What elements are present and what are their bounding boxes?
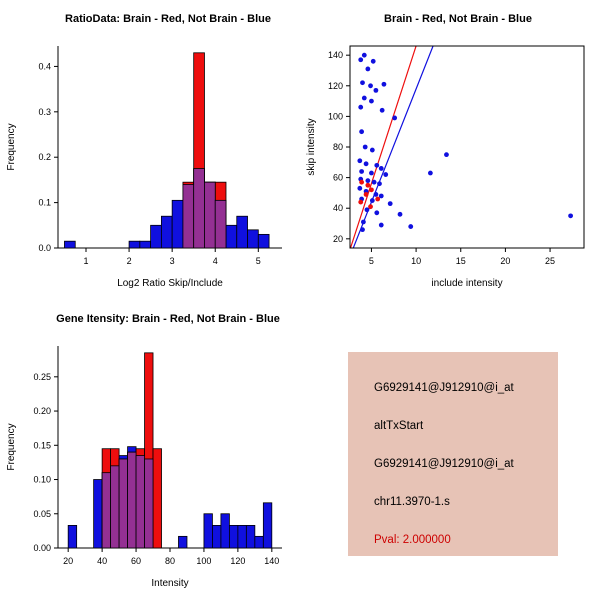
gene-intensity-histogram-title: Gene Itensity: Brain - Red, Not Brain - … xyxy=(56,313,280,325)
pval-line: Pval: 2.000000 xyxy=(374,534,451,546)
svg-text:80: 80 xyxy=(333,142,343,152)
svg-text:1: 1 xyxy=(83,256,88,266)
svg-text:10: 10 xyxy=(411,256,421,266)
panel-intensity-scatter: Brain - Red, Not Brain - Blue 5 10 15 20 25 2… xyxy=(300,0,600,300)
panel-gene-intensity-histogram: Gene Itensity: Brain - Red, Not Brain - … xyxy=(0,300,300,600)
ratio-histogram-title: RatioData: Brain - Red, Not Brain - Blue xyxy=(65,13,271,25)
svg-text:0.4: 0.4 xyxy=(38,61,51,71)
locus-line: chr11.3970-1.s xyxy=(374,496,450,508)
svg-text:0.05: 0.05 xyxy=(33,509,51,519)
gene-intensity-histogram-plot: 20 40 60 80 100 120 140 0.00 0.05 0.10 0.15 0.20 0.2… xyxy=(6,346,282,589)
svg-text:80: 80 xyxy=(165,556,175,566)
svg-text:skip intensity: skip intensity xyxy=(306,118,317,175)
svg-text:140: 140 xyxy=(328,50,343,60)
svg-text:15: 15 xyxy=(456,256,466,266)
svg-text:0.2: 0.2 xyxy=(38,152,51,162)
svg-text:120: 120 xyxy=(328,81,343,91)
svg-text:0.3: 0.3 xyxy=(38,107,51,117)
svg-text:0.10: 0.10 xyxy=(33,475,51,485)
svg-text:20: 20 xyxy=(333,234,343,244)
event-type-line: altTxStart xyxy=(374,420,424,432)
svg-text:100: 100 xyxy=(328,111,343,121)
svg-text:25: 25 xyxy=(545,256,555,266)
svg-text:Frequency: Frequency xyxy=(6,423,17,470)
svg-text:3: 3 xyxy=(170,256,175,266)
info-box: G6929141@J912910@i_at altTxStart G692914… xyxy=(348,352,558,556)
svg-text:0.20: 0.20 xyxy=(33,406,51,416)
panel-ratio-histogram: RatioData: Brain - Red, Not Brain - Blue… xyxy=(0,0,300,300)
svg-text:0.00: 0.00 xyxy=(33,543,51,553)
svg-text:2: 2 xyxy=(127,256,132,266)
svg-text:0.1: 0.1 xyxy=(38,198,51,208)
svg-text:include intensity: include intensity xyxy=(431,278,502,289)
panel-info: G6929141@J912910@i_at altTxStart G692914… xyxy=(300,300,600,600)
svg-text:60: 60 xyxy=(131,556,141,566)
intensity-scatter-plot: 5 10 15 20 25 20 40 60 80 100 120 140 include intens… xyxy=(306,45,585,289)
svg-text:140: 140 xyxy=(264,556,279,566)
svg-text:0.0: 0.0 xyxy=(38,243,51,253)
svg-text:5: 5 xyxy=(369,256,374,266)
svg-text:4: 4 xyxy=(213,256,218,266)
svg-text:Intensity: Intensity xyxy=(151,578,188,589)
scatter-title: Brain - Red, Not Brain - Blue xyxy=(384,13,532,25)
svg-text:0.25: 0.25 xyxy=(33,372,51,382)
probe-id-line-2: G6929141@J912910@i_at xyxy=(374,458,514,470)
svg-text:60: 60 xyxy=(333,173,343,183)
svg-text:5: 5 xyxy=(256,256,261,266)
probe-id-line: G6929141@J912910@i_at xyxy=(374,382,514,394)
svg-text:0.15: 0.15 xyxy=(33,440,51,450)
svg-text:40: 40 xyxy=(333,203,343,213)
svg-text:40: 40 xyxy=(97,556,107,566)
svg-text:120: 120 xyxy=(230,556,245,566)
svg-text:Log2 Ratio Skip/Include: Log2 Ratio Skip/Include xyxy=(117,278,223,289)
ratio-histogram-plot: 1 2 3 4 5 0.0 0.1 0.2 0.3 0.4 Log2 Ratio Skip/Incl… xyxy=(6,46,282,289)
svg-text:20: 20 xyxy=(63,556,73,566)
svg-text:20: 20 xyxy=(500,256,510,266)
svg-text:Frequency: Frequency xyxy=(6,123,17,170)
svg-text:100: 100 xyxy=(196,556,211,566)
